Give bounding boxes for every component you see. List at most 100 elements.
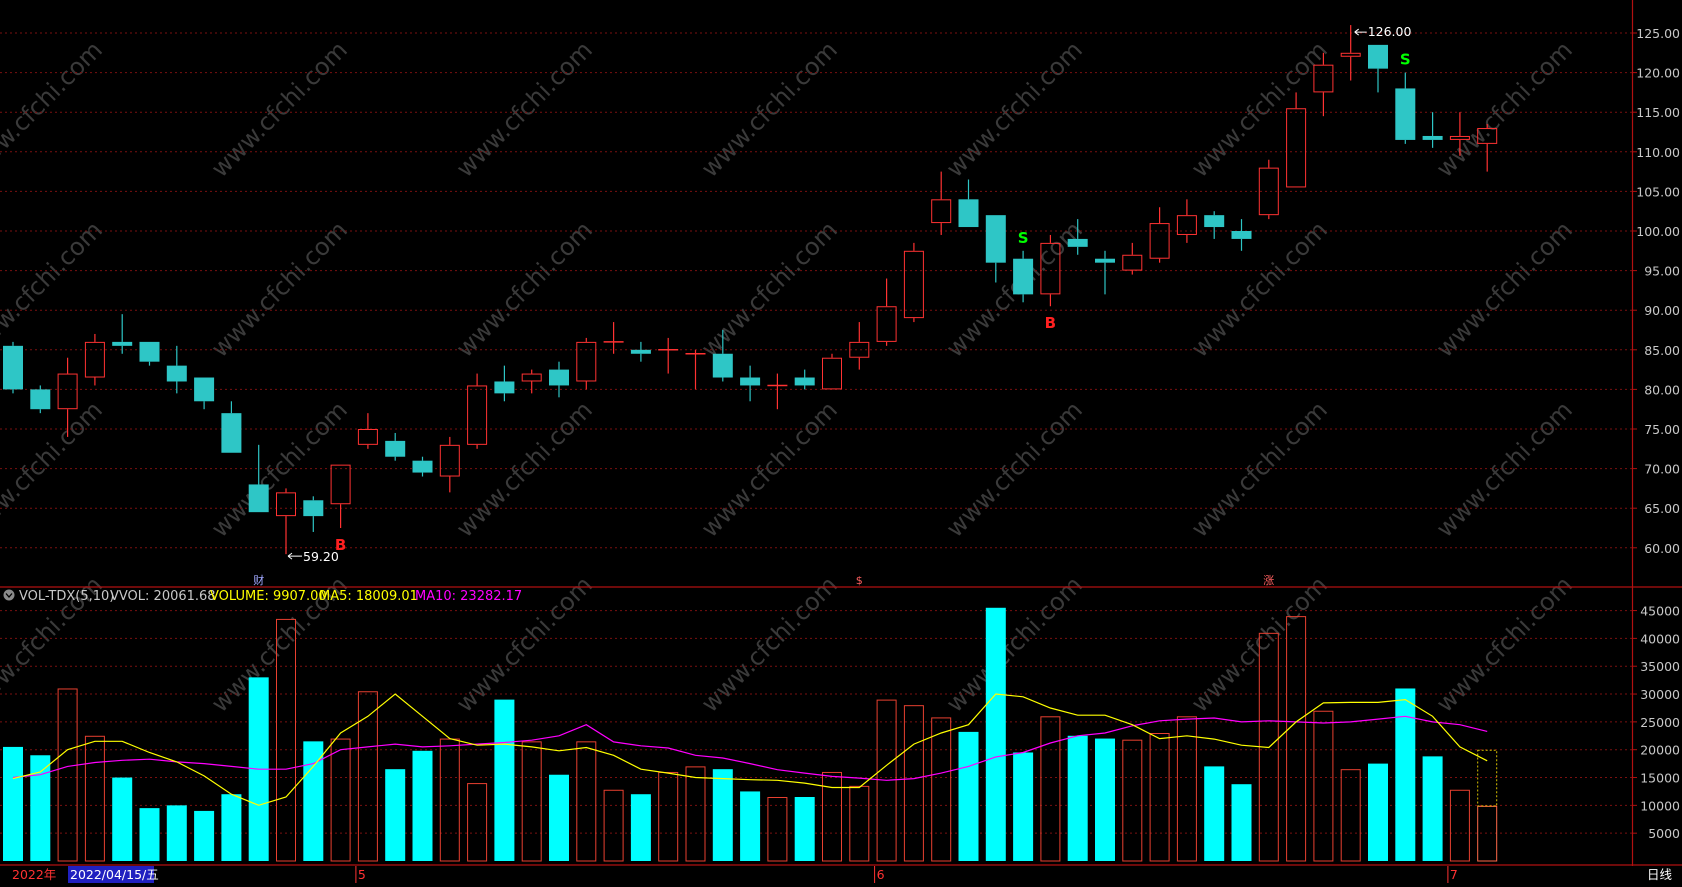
volume-bar <box>166 805 187 861</box>
volume-bar <box>958 731 979 861</box>
candle-body <box>931 199 952 224</box>
price-tick-label: 110.00 <box>1636 145 1680 160</box>
price-tick-label: 90.00 <box>1644 303 1680 318</box>
candle <box>740 365 761 402</box>
price-tick-label: 75.00 <box>1644 422 1680 437</box>
price-tick-label: 100.00 <box>1636 224 1680 239</box>
selected-date-highlight <box>68 866 154 883</box>
watermark-text: www.cfchi.com <box>206 36 353 183</box>
candle <box>248 444 269 513</box>
candle-body <box>1368 44 1388 69</box>
volume-bar <box>439 738 460 862</box>
candle <box>985 215 1006 283</box>
watermark-text: www.cfchi.com <box>206 216 353 363</box>
sell-signal: S <box>1400 51 1411 69</box>
candle-body <box>385 440 406 457</box>
candle-body <box>1449 135 1470 140</box>
candle-body <box>794 377 815 386</box>
candle-body <box>1040 242 1061 295</box>
candle-body <box>1258 167 1279 216</box>
volume-bar <box>494 699 515 861</box>
event-marker[interactable]: 财 <box>253 573 264 587</box>
price-axis: 125.00 120.00 115.00 110.00 105.00 100.00 95.0… <box>1632 26 1680 556</box>
volume-bar <box>931 717 952 862</box>
ma10-line <box>12 715 1488 781</box>
volume-bar <box>794 797 815 861</box>
price-tick-label: 85.00 <box>1644 343 1680 358</box>
candle <box>1095 250 1115 295</box>
candle <box>385 432 406 461</box>
candle <box>1395 72 1416 144</box>
volume-bar <box>1013 752 1034 861</box>
candle-body <box>822 357 842 390</box>
candle <box>139 341 160 366</box>
volume-bar <box>876 699 897 862</box>
volume-axis: 45000 40000 35000 30000 25000 20000 15000 10000… <box>1632 604 1680 841</box>
candle-body <box>1286 108 1307 188</box>
price-tick-label: 80.00 <box>1644 382 1680 397</box>
volume-bar <box>1477 805 1498 862</box>
volume-bar <box>194 810 215 861</box>
candle-body <box>1204 215 1225 228</box>
volume-bar <box>112 777 133 861</box>
year-label: 2022年 <box>12 867 56 882</box>
indicator-toggle-icon[interactable] <box>3 589 15 601</box>
volume-bar <box>903 705 924 862</box>
volume-bar <box>685 766 706 862</box>
candle <box>1176 199 1197 243</box>
candle <box>630 341 651 362</box>
candle <box>822 353 842 390</box>
candle <box>1313 52 1334 117</box>
volume-bar <box>57 688 78 862</box>
period-label[interactable]: 日线 <box>1647 867 1673 882</box>
candle-body <box>3 345 23 390</box>
volume-bar <box>139 808 160 861</box>
low-arrow-icon <box>287 552 302 560</box>
volume-grid <box>0 610 1632 834</box>
candle-body <box>357 429 378 445</box>
candle <box>439 436 460 493</box>
candle <box>903 242 924 323</box>
candle-body <box>57 373 78 410</box>
watermark-layer: www.cfchi.com www.cfchi.com www.cfchi.com w… <box>0 36 1578 718</box>
volume-bar <box>658 771 679 862</box>
candle-body <box>985 215 1006 263</box>
volume-bar <box>1040 716 1061 862</box>
candle-body <box>439 444 460 477</box>
candle <box>1477 124 1498 172</box>
candle <box>767 373 788 410</box>
volume-bar <box>412 750 433 861</box>
volume-bar <box>740 791 761 861</box>
candle <box>1204 211 1225 239</box>
volume-bar <box>1395 688 1416 861</box>
volume-bar <box>1176 716 1197 862</box>
watermark-text: www.cfchi.com <box>1186 216 1333 363</box>
candle <box>57 357 78 437</box>
candle-body <box>903 250 924 319</box>
volume-tick-label: 10000 <box>1640 798 1680 813</box>
event-marker[interactable]: $ <box>856 574 863 587</box>
candle-body <box>630 349 651 354</box>
candle <box>876 278 897 346</box>
selected-date[interactable]: 2022/04/15/五 <box>70 867 159 882</box>
candle-body <box>276 492 296 517</box>
volume-bar <box>521 741 542 862</box>
volume-tick-label: 15000 <box>1640 771 1680 786</box>
volume-tick-label: 30000 <box>1640 687 1680 702</box>
candle-body <box>84 341 105 378</box>
volume-bar <box>985 607 1006 861</box>
volume-bar <box>3 746 23 861</box>
watermark-text: www.cfchi.com <box>0 36 108 183</box>
candle <box>1040 234 1061 307</box>
volume-bar <box>549 774 569 861</box>
candle-body <box>712 353 733 378</box>
candle <box>221 401 242 453</box>
watermark-text: www.cfchi.com <box>1186 36 1333 183</box>
event-marker[interactable]: 涨 <box>1263 574 1274 587</box>
indicator-name[interactable]: VOL-TDX(5,10) <box>19 589 114 604</box>
candle-body <box>1095 258 1115 263</box>
candle <box>1368 44 1388 93</box>
candle <box>112 314 133 354</box>
watermark-text: www.cfchi.com <box>1431 36 1578 183</box>
